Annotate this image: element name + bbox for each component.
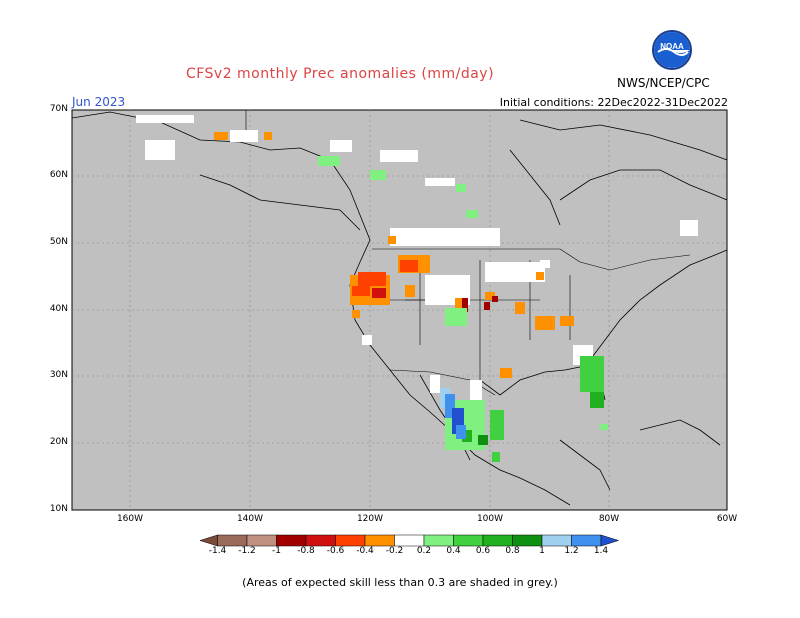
colorbar-swatch <box>305 534 336 547</box>
colorbar-swatch <box>217 534 248 547</box>
colorbar-tick-label: -0.6 <box>326 546 345 556</box>
colorbar-swatch <box>541 534 572 547</box>
initial-conditions: Initial conditions: 22Dec2022-31Dec2022 <box>499 96 728 109</box>
colorbar-swatch <box>453 534 484 547</box>
lat-label-10n: 10N <box>49 504 68 514</box>
colorbar-tick-label: 1.2 <box>564 546 579 556</box>
colorbar-tick-label: 0.6 <box>475 546 491 556</box>
colorbar-tick-label: -0.8 <box>297 546 315 556</box>
colorbar-tick-label: 1 <box>539 546 545 556</box>
lon-label-60w: 60W <box>716 514 738 524</box>
colorbar-swatch <box>571 534 602 547</box>
colorbar-arrow <box>199 534 218 547</box>
colorbar-tick-label: -1.2 <box>238 546 256 556</box>
colorbar-tick-label: -0.4 <box>356 546 374 556</box>
anomaly-cells <box>136 115 698 462</box>
colorbar-tick-label: 0.4 <box>446 546 461 556</box>
colorbar-arrow <box>600 534 620 547</box>
colorbar-tick-label: -1.4 <box>208 546 227 556</box>
colorbar-tick-label: 1.4 <box>593 546 609 556</box>
lon-label-140w: 140W <box>236 514 264 524</box>
colorbar-swatch <box>276 534 307 547</box>
colorbar-swatch <box>364 534 395 547</box>
lon-label-160w: 160W <box>116 514 144 524</box>
colorbar-tick-label: 0.8 <box>505 546 520 556</box>
footnote: (Areas of expected skill less than 0.3 a… <box>242 576 558 589</box>
colorbar-tick-label: -1 <box>272 546 281 556</box>
logo-text: NOAA <box>660 42 684 51</box>
lon-label-120w: 120W <box>356 514 384 524</box>
lat-label-50n: 50N <box>49 237 68 247</box>
colorbar-swatch <box>246 534 277 547</box>
colorbar-tick-label: 0.2 <box>416 546 432 556</box>
colorbar-swatch <box>482 534 513 547</box>
agency-label: NWS/NCEP/CPC <box>617 76 710 90</box>
colorbar-swatch <box>512 534 543 547</box>
forecast-period: Jun 2023 <box>72 95 126 109</box>
lat-label-40n: 40N <box>49 304 68 314</box>
noaa-logo: NOAA <box>652 30 692 70</box>
lat-label-60n: 60N <box>49 170 68 180</box>
chart-title: CFSv2 monthly Prec anomalies (mm/day) <box>185 66 495 82</box>
colorbar-swatch <box>394 534 425 547</box>
lat-label-30n: 30N <box>49 370 68 380</box>
colorbar-swatch <box>335 534 366 547</box>
colorbar-tick-label: -0.2 <box>385 546 404 556</box>
lon-label-100w: 100W <box>476 514 504 524</box>
lon-label-80w: 80W <box>598 514 620 524</box>
lat-label-70n: 70N <box>49 104 68 114</box>
lat-label-20n: 20N <box>49 437 68 447</box>
colorbar-swatch <box>423 534 454 547</box>
